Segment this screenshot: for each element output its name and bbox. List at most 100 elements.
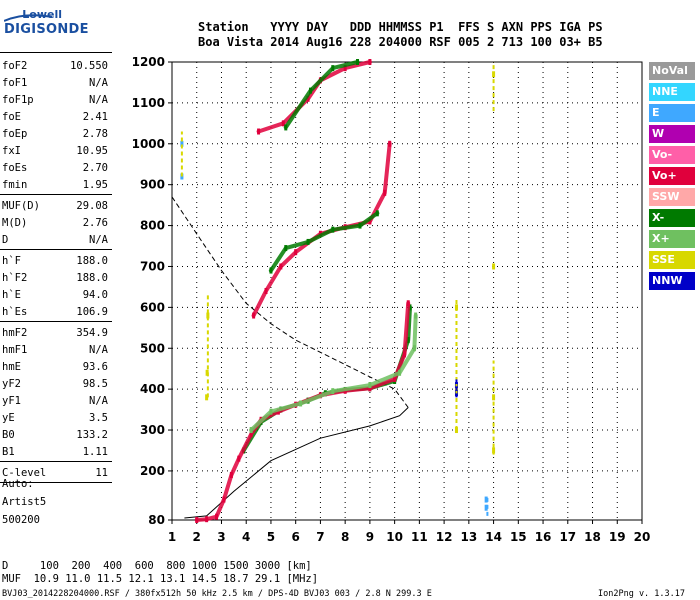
param-key: D — [2, 234, 9, 246]
param-row: foE 2.41 — [2, 111, 108, 125]
param-key: hmF2 — [2, 327, 28, 339]
x-tick-label: 20 — [634, 530, 651, 544]
param-value: 1.95 — [82, 179, 108, 191]
param-row: h`F 188.0 — [2, 255, 108, 269]
echo-point — [205, 516, 209, 523]
echo-trace — [249, 313, 418, 432]
param-value: 10.550 — [70, 60, 108, 72]
x-tick-label: 16 — [535, 530, 552, 544]
echo-point — [237, 455, 241, 462]
echo-trace — [251, 141, 392, 318]
param-value: 2.78 — [82, 128, 108, 140]
param-row: D N/A — [2, 234, 108, 248]
x-tick-label: 2 — [193, 530, 201, 544]
y-tick-label: 1200 — [132, 55, 165, 69]
echo-point — [257, 128, 261, 135]
x-tick-label: 8 — [341, 530, 349, 544]
logo-top-text: Lowell — [22, 8, 62, 21]
echo-point — [281, 120, 285, 127]
param-separator — [0, 194, 112, 195]
x-tick-label: 6 — [292, 530, 300, 544]
param-key: h`Es — [2, 306, 28, 318]
param-row: foF2 10.550 — [2, 60, 108, 74]
param-key: hmE — [2, 361, 21, 373]
echo-trace — [283, 60, 360, 130]
y-tick-label: 500 — [140, 341, 165, 355]
plot-frame — [171, 61, 643, 521]
x-tick-label: 10 — [386, 530, 403, 544]
param-key: foEs — [2, 162, 28, 174]
param-value: 3.5 — [89, 412, 108, 424]
param-key: yF2 — [2, 378, 21, 390]
y-tick-label: 80 — [148, 513, 165, 527]
x-tick-label: 13 — [460, 530, 477, 544]
param-key: hmF1 — [2, 344, 28, 356]
param-value: 2.41 — [82, 111, 108, 123]
legend-item: NNW — [649, 272, 695, 290]
param-row: h`F2 188.0 — [2, 272, 108, 286]
param-value: 1.11 — [82, 446, 108, 458]
x-tick-label: 11 — [411, 530, 428, 544]
x-tick-label: 1 — [168, 530, 176, 544]
y-tick-label: 200 — [140, 464, 165, 478]
echo-point — [229, 472, 233, 479]
x-tick-label: 12 — [436, 530, 453, 544]
param-separator — [0, 482, 112, 483]
y-tick-label: 600 — [140, 300, 165, 314]
param-value: 98.5 — [82, 378, 108, 390]
x-tick-label: 14 — [485, 530, 502, 544]
footer-info: BVJ03_2014228204000.RSF / 380fx512h 50 k… — [2, 589, 432, 599]
param-row: MUF(D) 29.08 — [2, 200, 108, 214]
footer-version: Ion2Png v. 1.3.17 — [598, 589, 685, 599]
echo-point — [269, 267, 273, 274]
param-row: fmin 1.95 — [2, 179, 108, 193]
legend-item: Vo- — [649, 146, 695, 164]
param-key: foF1p — [2, 94, 34, 106]
param-key: C-level — [2, 467, 47, 479]
true-height-profile — [184, 407, 409, 519]
param-row: B0 133.2 — [2, 429, 108, 443]
x-tick-label: 9 — [366, 530, 374, 544]
param-value: N/A — [89, 234, 108, 246]
echo-point — [331, 388, 335, 395]
param-value: 354.9 — [76, 327, 108, 339]
param-key: yF1 — [2, 395, 21, 407]
echo-point — [264, 288, 268, 294]
param-value: 106.9 — [76, 306, 108, 318]
echo-point — [484, 504, 488, 511]
echo-point — [368, 385, 372, 392]
echo-point — [331, 65, 335, 72]
param-row: foF1 N/A — [2, 77, 108, 91]
param-key: foF2 — [2, 60, 28, 72]
param-row: foEs 2.70 — [2, 162, 108, 176]
y-tick-label: 1000 — [132, 137, 165, 151]
param-key: B0 — [2, 429, 15, 441]
digisonde-logo: Lowell DIGISONDE — [4, 8, 89, 44]
echo-point — [398, 369, 402, 376]
echo-point — [383, 189, 387, 196]
echo-point — [206, 312, 210, 319]
param-row: yE 3.5 — [2, 412, 108, 426]
y-tick-label: 400 — [140, 382, 165, 396]
legend-item: X- — [649, 209, 695, 227]
param-value: 11 — [95, 467, 108, 479]
echo-point — [284, 245, 288, 252]
echo-point — [368, 218, 372, 225]
echo-point — [205, 394, 209, 401]
legend-item: SSW — [649, 188, 695, 206]
echo-point — [414, 312, 418, 319]
y-tick-label: 900 — [140, 178, 165, 192]
param-row: h`E 94.0 — [2, 289, 108, 303]
echo-point — [368, 382, 372, 389]
echo-point — [343, 65, 347, 72]
legend-item: E — [649, 104, 695, 122]
x-tick-label: 5 — [267, 530, 275, 544]
param-key: fxI — [2, 145, 21, 157]
param-row: C-level 11 — [2, 467, 108, 481]
param-value: N/A — [89, 395, 108, 407]
logo-bottom-text: DIGISONDE — [4, 22, 89, 37]
echo-point — [492, 447, 496, 454]
echo-point — [249, 431, 253, 438]
param-value: 93.6 — [82, 361, 108, 373]
